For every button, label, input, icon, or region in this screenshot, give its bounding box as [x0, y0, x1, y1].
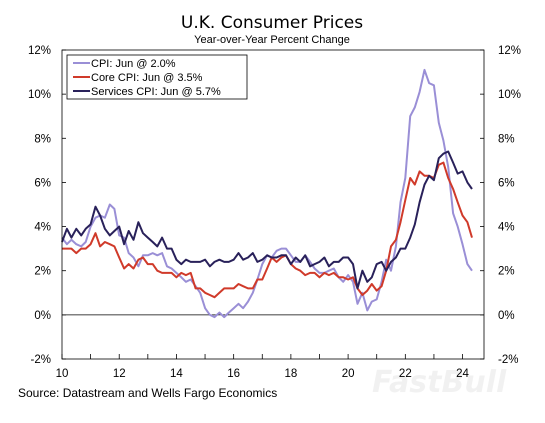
series-layer	[61, 68, 473, 319]
y-tick-label-right: 8%	[498, 133, 515, 145]
y-tick-label-left: 8%	[34, 133, 51, 145]
x-axis: 10 12 14 16 18 20 22 24	[56, 354, 470, 380]
x-tick-label: 16	[227, 368, 240, 380]
y-tick-label-left: 0%	[34, 310, 51, 322]
y-tick-label-right: 2%	[498, 266, 515, 278]
services-cpi-line	[61, 150, 473, 290]
y-tick-label-right: 0%	[498, 310, 515, 322]
chart-subtitle: Year-over-Year Percent Change	[194, 34, 350, 46]
plot-frame	[61, 49, 485, 360]
x-tick-label: 12	[113, 368, 126, 380]
y-tick-label-left: 4%	[34, 222, 51, 234]
y-tick-label-left: 10%	[28, 89, 51, 101]
legend-label-cpi: CPI: Jun @ 2.0%	[91, 58, 176, 70]
legend-box	[66, 54, 248, 100]
legend-label-services-cpi: Services CPI: Jun @ 5.7%	[91, 86, 221, 98]
y-axis-left: 12% 10% 8% 6% 4% 2% 0% -2%	[28, 45, 66, 366]
x-tick-label: 14	[170, 368, 183, 380]
x-tick-label: 22	[399, 368, 412, 380]
cpi-line	[61, 68, 473, 319]
y-tick-label-left: -2%	[31, 354, 51, 366]
x-tick-label: 24	[456, 368, 469, 380]
y-tick-label-left: 6%	[34, 177, 51, 189]
x-tick-label: 20	[342, 368, 355, 380]
y-tick-label-right: 12%	[498, 45, 521, 57]
watermark-logo: FastBull	[372, 365, 507, 400]
y-axis-right: 12% 10% 8% 6% 4% 2% 0% -2%	[480, 45, 521, 366]
x-tick-label: 10	[56, 368, 69, 380]
source-note: Source: Datastream and Wells Fargo Econo…	[18, 386, 277, 400]
legend: CPI: Jun @ 2.0% Core CPI: Jun @ 3.5% Ser…	[66, 54, 248, 100]
core-cpi-line	[62, 161, 473, 299]
x-tick-label: 18	[284, 368, 297, 380]
y-tick-label-right: 6%	[498, 177, 515, 189]
legend-label-core-cpi: Core CPI: Jun @ 3.5%	[91, 72, 203, 84]
y-tick-label-right: 10%	[498, 89, 521, 101]
y-tick-label-left: 12%	[28, 45, 51, 57]
y-tick-label-right: 4%	[498, 222, 515, 234]
chart-title: U.K. Consumer Prices	[181, 13, 363, 33]
y-tick-label-right: -2%	[498, 354, 518, 366]
y-tick-label-left: 2%	[34, 266, 51, 278]
